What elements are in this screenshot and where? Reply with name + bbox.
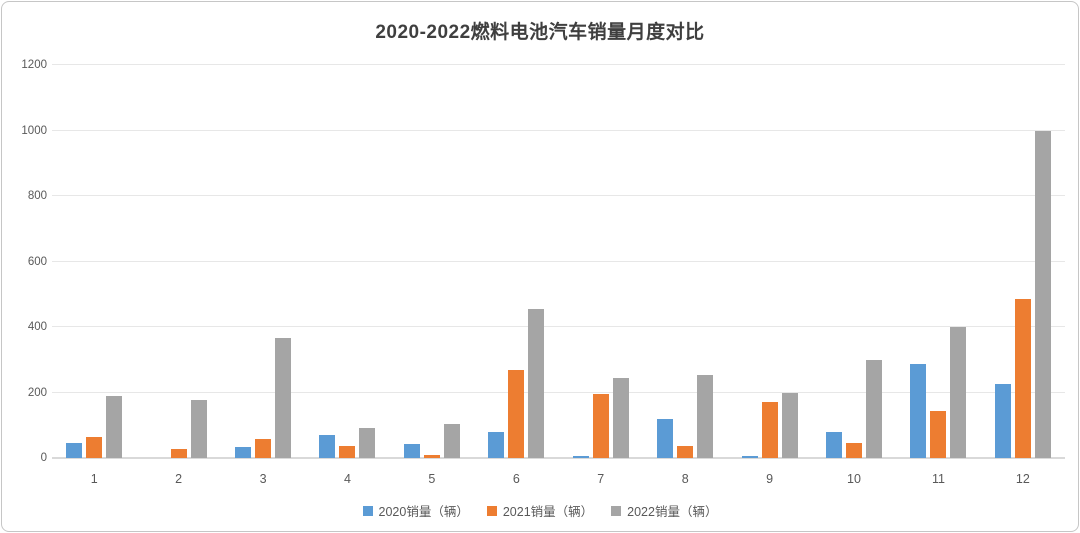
legend-swatch-icon	[486, 505, 497, 516]
bar-groups-layer	[52, 65, 1065, 458]
y-tick-label: 200	[27, 386, 47, 399]
x-tick-label: 6	[512, 472, 520, 486]
y-tick-label: 400	[27, 321, 47, 334]
legend-item: 2021销量（辆）	[486, 501, 594, 520]
bar-2022-month-11	[950, 327, 967, 458]
chart-title: 2020-2022燃料电池汽车销量月度对比	[375, 22, 705, 43]
bar-2021-month-5	[423, 454, 440, 458]
legend: 2020销量（辆） 2021销量（辆） 2022销量（辆）	[2, 501, 1078, 520]
bar-group-month-7	[559, 65, 643, 458]
gridline	[52, 260, 1065, 262]
bar-2021-month-1	[86, 437, 103, 458]
x-tick-label: 7	[597, 472, 605, 486]
bar-group-month-11	[896, 65, 980, 458]
bar-2022-month-6	[528, 309, 545, 458]
legend-label: 2020销量（辆）	[378, 505, 469, 519]
bar-2021-month-6	[508, 369, 525, 458]
x-tick-label: 11	[931, 472, 945, 486]
bar-2022-month-12	[1034, 130, 1051, 458]
bar-2021-month-10	[846, 442, 862, 458]
bar-group-month-5	[390, 65, 474, 458]
x-tick-label: 5	[428, 472, 436, 486]
bar-2021-month-12	[1014, 299, 1031, 458]
bar-group-month-4	[305, 65, 389, 458]
bar-2020-month-10	[826, 432, 842, 458]
bar-2021-month-8	[677, 445, 694, 458]
gridline	[52, 391, 1065, 393]
bar-2022-month-10	[866, 359, 882, 458]
bar-2020-month-3	[235, 446, 252, 458]
x-tick-label: 1	[90, 472, 98, 486]
bar-2022-month-8	[697, 375, 714, 458]
bar-2020-month-4	[319, 435, 336, 458]
y-tick-label: 1200	[21, 59, 47, 71]
bar-2020-month-5	[403, 444, 420, 458]
legend-swatch-icon	[611, 505, 622, 516]
gridline	[52, 195, 1065, 197]
gridline	[52, 64, 1065, 65]
x-tick-label: 4	[344, 472, 351, 486]
bar-2022-month-5	[443, 423, 460, 458]
y-tick-label: 1000	[21, 124, 47, 137]
x-tick-label: 2	[175, 472, 183, 486]
bar-2022-month-3	[275, 338, 292, 458]
bar-2020-month-9	[741, 456, 758, 458]
y-tick-label: 0	[40, 452, 47, 464]
bar-2021-month-9	[761, 401, 778, 458]
gridline	[52, 129, 1065, 131]
plot-area	[52, 64, 1065, 459]
bar-group-month-3	[221, 65, 305, 458]
bar-group-month-1	[52, 65, 136, 458]
bar-group-month-9	[727, 65, 811, 458]
bar-group-month-8	[643, 65, 727, 458]
bar-2020-month-7	[572, 456, 589, 458]
x-tick-label: 8	[681, 472, 689, 486]
bar-2020-month-6	[488, 431, 505, 458]
bar-2021-month-4	[339, 445, 356, 458]
bar-2021-month-11	[930, 410, 947, 458]
bar-2020-month-1	[66, 443, 83, 458]
bar-2021-month-7	[592, 393, 609, 458]
gridline	[52, 457, 1065, 459]
x-tick-label: 3	[259, 472, 267, 486]
y-axis: 0 200 400 600 800 1000 1200	[6, 59, 47, 464]
legend-label: 2022销量（辆）	[627, 505, 718, 519]
x-tick-label: 10	[847, 472, 861, 486]
x-axis: 1 2 3 4 5 6 7 8 9 10 11 12	[52, 464, 1065, 486]
bar-group-month-2	[136, 65, 220, 458]
bar-2022-month-2	[190, 399, 207, 458]
bar-2020-month-12	[994, 384, 1011, 458]
bar-group-month-6	[474, 65, 558, 458]
bar-2021-month-3	[255, 439, 272, 458]
bar-2022-month-1	[106, 395, 123, 458]
bar-2020-month-8	[657, 418, 674, 458]
x-tick-label: 9	[766, 472, 774, 486]
legend-item: 2022销量（辆）	[611, 501, 717, 520]
bar-2022-month-9	[781, 392, 798, 458]
legend-swatch-icon	[362, 505, 373, 516]
x-tick-label: 12	[1015, 472, 1030, 486]
bar-2021-month-2	[170, 448, 187, 458]
legend-label: 2021销量（辆）	[502, 505, 594, 519]
bar-group-month-12	[981, 65, 1065, 458]
gridline	[52, 326, 1065, 328]
legend-item: 2020销量（辆）	[362, 501, 469, 520]
y-tick-label: 600	[27, 255, 47, 268]
y-tick-label: 800	[27, 190, 47, 203]
bar-2020-month-11	[910, 363, 927, 458]
bar-2022-month-7	[612, 377, 629, 458]
bar-2022-month-4	[359, 427, 376, 458]
bar-group-month-10	[812, 65, 896, 458]
